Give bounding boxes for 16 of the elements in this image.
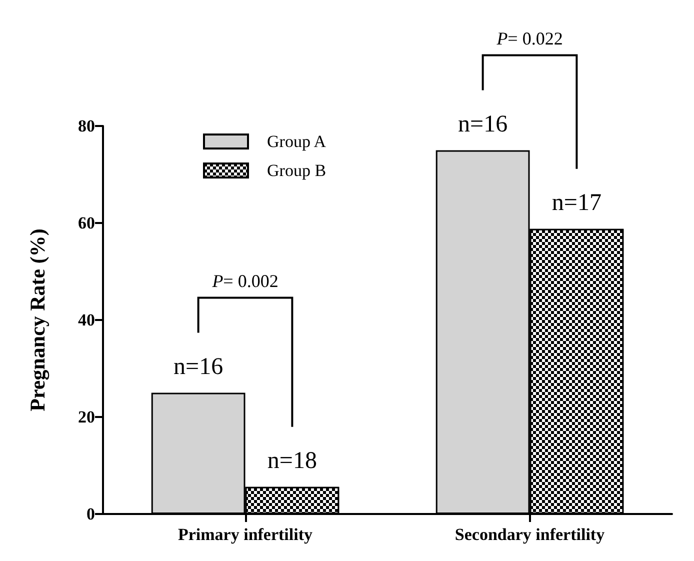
y-tick-label: 40 bbox=[78, 310, 95, 330]
x-tick-label: Primary infertility bbox=[178, 525, 314, 544]
y-tick-label: 80 bbox=[78, 116, 95, 136]
legend-label: Group B bbox=[267, 161, 326, 180]
annotation: n=16 bbox=[174, 354, 224, 380]
annotation: P= 0.002 bbox=[211, 270, 278, 291]
x-tick-label: Secondary infertility bbox=[454, 525, 606, 544]
y-tick-label: 60 bbox=[78, 214, 95, 232]
legend-label: Group A bbox=[267, 132, 327, 151]
y-tick-label: 0 bbox=[86, 504, 95, 524]
y-axis-title: Pregnancy Rate (%) bbox=[26, 228, 50, 412]
annotation: n=16 bbox=[458, 111, 508, 138]
annotation: n=18 bbox=[267, 448, 317, 474]
annotation: n=17 bbox=[552, 190, 602, 216]
y-tick-label: 20 bbox=[78, 408, 95, 426]
text: P= 0.022 bbox=[496, 28, 563, 48]
